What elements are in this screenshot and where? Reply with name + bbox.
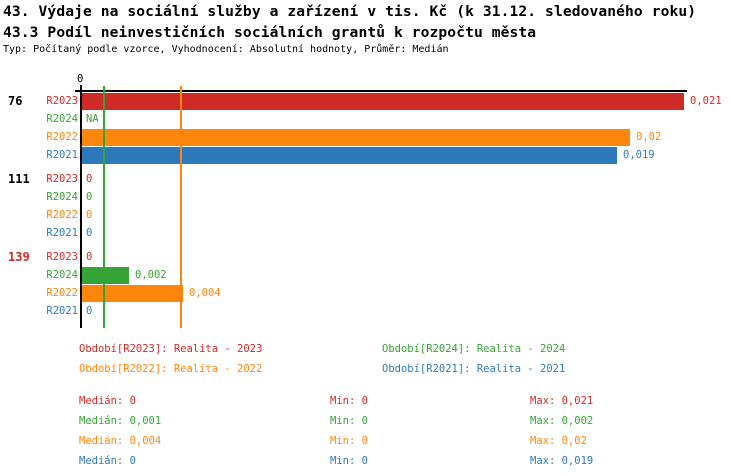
row-label-R2024-g76: R2024: [46, 113, 78, 125]
row-label-R2023-g111: R2023: [46, 173, 78, 185]
row-label-R2022-g76: R2022: [46, 131, 78, 143]
value-label-R2024-g76: NA: [86, 113, 99, 125]
row-label-R2022-g111: R2022: [46, 209, 78, 221]
stat-max-orange: Max: 0,02: [530, 435, 587, 447]
group-label-111: 111: [8, 172, 30, 186]
row-label-R2024-g111: R2024: [46, 191, 78, 203]
value-label-R2023-g76: 0,021: [690, 95, 722, 107]
stat-max-green: Max: 0,002: [530, 415, 594, 427]
row-label-R2024-g139: R2024: [46, 269, 78, 281]
stat-max-red: Max: 0,021: [530, 395, 594, 407]
row-label-R2023-g139: R2023: [46, 251, 78, 263]
value-label-R2022-g111: 0: [86, 209, 93, 221]
median-line-R2022: [180, 86, 182, 328]
stat-min-blue: Min: 0: [330, 455, 368, 467]
stat-median-orange: Medián: 0,004: [79, 435, 162, 447]
stat-median-green: Medián: 0,001: [79, 415, 162, 427]
stat-min-green: Min: 0: [330, 415, 368, 427]
legend-item-R2024: Období[R2024]: Realita - 2024: [382, 343, 566, 355]
zero-tick-label: 0: [77, 73, 84, 85]
bar-R2024-g139: [82, 267, 129, 284]
bar-R2021-g76: [82, 147, 617, 164]
group-label-76: 76: [8, 94, 23, 108]
chart-subtitle: Typ: Počítaný podle vzorce, Vyhodnocení:…: [3, 44, 449, 55]
stat-max-blue: Max: 0,019: [530, 455, 594, 467]
value-label-R2021-g76: 0,019: [623, 149, 655, 161]
row-label-R2021-g139: R2021: [46, 305, 78, 317]
value-label-R2023-g139: 0: [86, 251, 93, 263]
median-line-R2024: [103, 86, 105, 328]
legend-item-R2021: Období[R2021]: Realita - 2021: [382, 363, 566, 375]
value-label-R2021-g111: 0: [86, 227, 93, 239]
value-label-R2024-g111: 0: [86, 191, 93, 203]
stat-min-orange: Min: 0: [330, 435, 368, 447]
row-label-R2021-g111: R2021: [46, 227, 78, 239]
row-label-R2023-g76: R2023: [46, 95, 78, 107]
chart-title-line1: 43. Výdaje na sociální služby a zařízení…: [3, 3, 697, 20]
bar-R2023-g76: [82, 93, 684, 110]
stat-median-red: Medián: 0: [79, 395, 136, 407]
value-label-R2024-g139: 0,002: [135, 269, 167, 281]
legend-item-R2023: Období[R2023]: Realita - 2023: [79, 343, 263, 355]
value-label-R2021-g139: 0: [86, 305, 93, 317]
bar-R2022-g76: [82, 129, 630, 146]
legend-item-R2022: Období[R2022]: Realita - 2022: [79, 363, 263, 375]
chart-title-line2: 43.3 Podíl neinvestičních sociálních gra…: [3, 24, 537, 41]
value-label-R2022-g76: 0,02: [636, 131, 662, 143]
row-label-R2022-g139: R2022: [46, 287, 78, 299]
value-label-R2022-g139: 0,004: [189, 287, 221, 299]
stat-min-red: Min: 0: [330, 395, 368, 407]
group-label-139: 139: [8, 250, 30, 264]
x-axis-top-line: [75, 90, 687, 92]
bar-R2022-g139: [82, 285, 183, 302]
stat-median-blue: Medián: 0: [79, 455, 136, 467]
value-label-R2023-g111: 0: [86, 173, 93, 185]
row-label-R2021-g76: R2021: [46, 149, 78, 161]
y-axis-zero-line: [80, 85, 82, 328]
